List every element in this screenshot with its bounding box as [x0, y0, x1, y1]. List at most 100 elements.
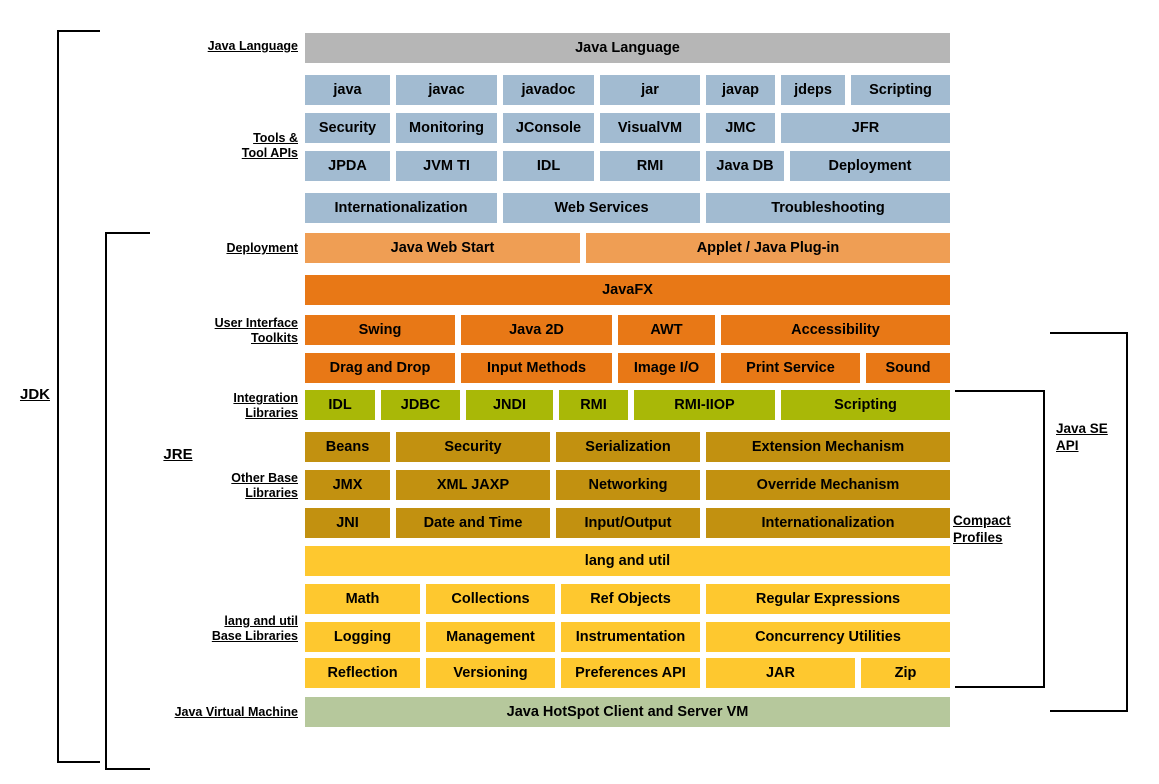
- row-tools-2: Security Monitoring JConsole VisualVM JM…: [305, 113, 950, 143]
- base-cell-security: Security: [396, 432, 550, 462]
- compact-profiles-line1[interactable]: Compact: [953, 513, 1011, 528]
- row-javafx: JavaFX: [305, 275, 950, 305]
- tools-cell-javadoc: javadoc: [503, 75, 594, 105]
- row-label-tools-line2[interactable]: Tool APIs: [241, 146, 298, 160]
- tools-cell-internationalization: Internationalization: [305, 193, 497, 223]
- lang-cell-preferences-api: Preferences API: [561, 658, 700, 688]
- tools-cell-java-db: Java DB: [706, 151, 784, 181]
- row-label-java-language-text[interactable]: Java Language: [207, 39, 298, 53]
- lang-cell-ref-objects: Ref Objects: [561, 584, 700, 614]
- ui-cell-javafx: JavaFX: [305, 275, 950, 305]
- tools-cell-jar: jar: [600, 75, 700, 105]
- tools-cell-java: java: [305, 75, 390, 105]
- row-label-lang-util[interactable]: lang and util Base Libraries: [140, 614, 298, 644]
- row-lang-util-bar: lang and util: [305, 546, 950, 576]
- ui-cell-swing: Swing: [305, 315, 455, 345]
- row-deployment: Java Web Start Applet / Java Plug-in: [305, 233, 950, 263]
- row-label-jvm[interactable]: Java Virtual Machine: [140, 705, 298, 720]
- jdk-bracket: [57, 30, 100, 763]
- lang-cell-lang-and-util: lang and util: [305, 546, 950, 576]
- ui-cell-image-io: Image I/O: [618, 353, 715, 383]
- tools-cell-javap: javap: [706, 75, 775, 105]
- row-label-ui-toolkits-line2[interactable]: Toolkits: [251, 331, 298, 345]
- row-label-deployment[interactable]: Deployment: [140, 241, 298, 256]
- ui-cell-input-methods: Input Methods: [461, 353, 612, 383]
- base-cell-jni: JNI: [305, 508, 390, 538]
- row-lang-3: Reflection Versioning Preferences API JA…: [305, 658, 950, 688]
- jre-label[interactable]: JRE: [158, 446, 198, 464]
- row-java-language: Java Language: [305, 33, 950, 63]
- platform-grid: Java Language java javac javadoc jar jav…: [305, 33, 950, 727]
- ui-cell-java-2d: Java 2D: [461, 315, 612, 345]
- base-cell-override-mechanism: Override Mechanism: [706, 470, 950, 500]
- int-cell-rmi-iiop: RMI-IIOP: [634, 390, 775, 420]
- row-base-1: Beans Security Serialization Extension M…: [305, 432, 950, 462]
- tools-cell-troubleshooting: Troubleshooting: [706, 193, 950, 223]
- row-label-other-base-line2[interactable]: Libraries: [245, 486, 298, 500]
- row-base-2: JMX XML JAXP Networking Override Mechani…: [305, 470, 950, 500]
- jdk-label-text[interactable]: JDK: [19, 386, 50, 403]
- tools-cell-visualvm: VisualVM: [600, 113, 700, 143]
- int-cell-rmi: RMI: [559, 390, 628, 420]
- int-cell-jdbc: JDBC: [381, 390, 460, 420]
- row-label-lang-util-line1[interactable]: lang and util: [224, 614, 298, 628]
- compact-profiles-line2[interactable]: Profiles: [953, 530, 1003, 545]
- jre-bracket: [105, 232, 150, 770]
- row-ui-1: Swing Java 2D AWT Accessibility: [305, 315, 950, 345]
- row-label-other-base[interactable]: Other Base Libraries: [140, 471, 298, 501]
- row-tools-1: java javac javadoc jar javap jdeps Scrip…: [305, 75, 950, 105]
- ui-cell-sound: Sound: [866, 353, 950, 383]
- row-label-ui-toolkits-line1[interactable]: User Interface: [214, 316, 298, 330]
- base-cell-networking: Networking: [556, 470, 700, 500]
- base-cell-input-output: Input/Output: [556, 508, 700, 538]
- lang-cell-regular-expressions: Regular Expressions: [706, 584, 950, 614]
- lang-cell-zip: Zip: [861, 658, 950, 688]
- jdk-label[interactable]: JDK: [16, 386, 54, 404]
- ui-cell-accessibility: Accessibility: [721, 315, 950, 345]
- row-base-3: JNI Date and Time Input/Output Internati…: [305, 508, 950, 538]
- row-tools-4: Internationalization Web Services Troubl…: [305, 193, 950, 223]
- row-label-integration-line2[interactable]: Libraries: [245, 406, 298, 420]
- java-se-api-label[interactable]: Java SE API: [1056, 420, 1128, 454]
- lang-cell-versioning: Versioning: [426, 658, 555, 688]
- row-lang-1: Math Collections Ref Objects Regular Exp…: [305, 584, 950, 614]
- row-label-jvm-text[interactable]: Java Virtual Machine: [174, 705, 298, 719]
- base-cell-serialization: Serialization: [556, 432, 700, 462]
- java-language-bar: Java Language: [305, 33, 950, 63]
- java-se-api-line1[interactable]: Java SE: [1056, 421, 1108, 436]
- row-integration: IDL JDBC JNDI RMI RMI-IIOP Scripting: [305, 390, 950, 420]
- int-cell-scripting: Scripting: [781, 390, 950, 420]
- tools-cell-web-services: Web Services: [503, 193, 700, 223]
- int-cell-idl: IDL: [305, 390, 375, 420]
- java-se-api-line2[interactable]: API: [1056, 438, 1079, 453]
- ui-cell-drag-and-drop: Drag and Drop: [305, 353, 455, 383]
- row-lang-2: Logging Management Instrumentation Concu…: [305, 622, 950, 652]
- ui-cell-awt: AWT: [618, 315, 715, 345]
- base-cell-beans: Beans: [305, 432, 390, 462]
- row-label-integration-line1[interactable]: Integration: [233, 391, 298, 405]
- base-cell-jmx: JMX: [305, 470, 390, 500]
- tools-cell-security: Security: [305, 113, 390, 143]
- lang-cell-management: Management: [426, 622, 555, 652]
- tools-cell-jconsole: JConsole: [503, 113, 594, 143]
- base-cell-internationalization: Internationalization: [706, 508, 950, 538]
- row-label-integration[interactable]: Integration Libraries: [140, 391, 298, 421]
- int-cell-jndi: JNDI: [466, 390, 553, 420]
- lang-cell-reflection: Reflection: [305, 658, 420, 688]
- row-label-deployment-text[interactable]: Deployment: [226, 241, 298, 255]
- java-se-api-bracket: [1050, 332, 1128, 712]
- jre-label-text[interactable]: JRE: [163, 446, 193, 463]
- row-label-other-base-line1[interactable]: Other Base: [231, 471, 298, 485]
- compact-profiles-label[interactable]: Compact Profiles: [953, 512, 1043, 546]
- ui-cell-print-service: Print Service: [721, 353, 860, 383]
- base-cell-extension-mechanism: Extension Mechanism: [706, 432, 950, 462]
- row-label-ui-toolkits[interactable]: User Interface Toolkits: [140, 316, 298, 346]
- row-label-tools-line1[interactable]: Tools &: [253, 131, 298, 145]
- row-label-lang-util-line2[interactable]: Base Libraries: [211, 629, 298, 643]
- tools-cell-scripting: Scripting: [851, 75, 950, 105]
- tools-cell-jfr: JFR: [781, 113, 950, 143]
- row-label-java-language[interactable]: Java Language: [140, 39, 298, 54]
- row-label-tools[interactable]: Tools & Tool APIs: [140, 131, 298, 161]
- row-jvm: Java HotSpot Client and Server VM: [305, 697, 950, 727]
- tools-cell-jpda: JPDA: [305, 151, 390, 181]
